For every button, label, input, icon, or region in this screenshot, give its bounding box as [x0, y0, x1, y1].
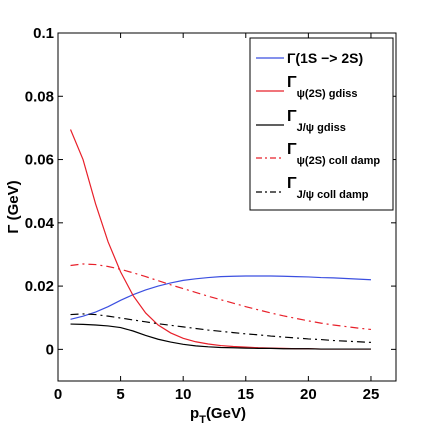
- y-tick-label: 0.02: [25, 278, 54, 295]
- legend-label-main: Γ: [287, 141, 297, 158]
- x-tick-label: 5: [116, 386, 124, 403]
- y-tick-label: 0.08: [25, 88, 54, 105]
- y-tick-label: 0: [46, 341, 54, 358]
- series-line-2: [70, 323, 371, 350]
- legend-label-sub: J/ψ gdiss: [297, 122, 346, 134]
- legend-label-main: Γ: [287, 74, 297, 91]
- legend-label-main: Γ(1S −> 2S): [287, 50, 363, 66]
- legend-label-main: Γ: [287, 175, 297, 192]
- legend-label-sub: ψ(2S) gdiss: [297, 88, 358, 100]
- x-axis-title: pT(GeV): [190, 405, 246, 426]
- series-line-4: [70, 313, 371, 343]
- legend-box: [249, 37, 394, 211]
- y-axis-ticks: 0 0.02 0.04 0.06 0.08 0.1: [25, 25, 396, 358]
- x-axis-ticks: 0 5 10 15 20 25: [54, 33, 379, 403]
- x-tick-label: 0: [54, 386, 62, 403]
- y-tick-label: 0.1: [33, 25, 54, 42]
- y-tick-label: 0.04: [25, 215, 55, 232]
- legend-label-sub: J/ψ coll damp: [297, 189, 369, 201]
- x-tick-label: 15: [237, 386, 254, 403]
- legend-label-sub: ψ(2S) coll damp: [297, 155, 381, 167]
- x-tick-label: 20: [300, 386, 317, 403]
- y-axis-title: Γ (GeV): [5, 180, 22, 233]
- series-line-3: [70, 263, 372, 331]
- legend-label-1: Γψ(2S) gdiss: [287, 74, 357, 100]
- plot-frame: [57, 32, 397, 382]
- y-tick-label: 0.06: [25, 152, 54, 169]
- legend-label-0: Γ(1S −> 2S): [287, 50, 363, 66]
- x-tick-label: 25: [363, 386, 380, 403]
- x-tick-label: 10: [175, 386, 192, 403]
- legend-label-3: Γψ(2S) coll damp: [287, 141, 380, 167]
- series-layer: [69, 129, 372, 350]
- legend-label-4: ΓJ/ψ coll damp: [287, 175, 369, 201]
- legend-label-main: Γ: [287, 108, 297, 125]
- series-line-0: [70, 275, 371, 320]
- legend-label-2: ΓJ/ψ gdiss: [287, 108, 346, 134]
